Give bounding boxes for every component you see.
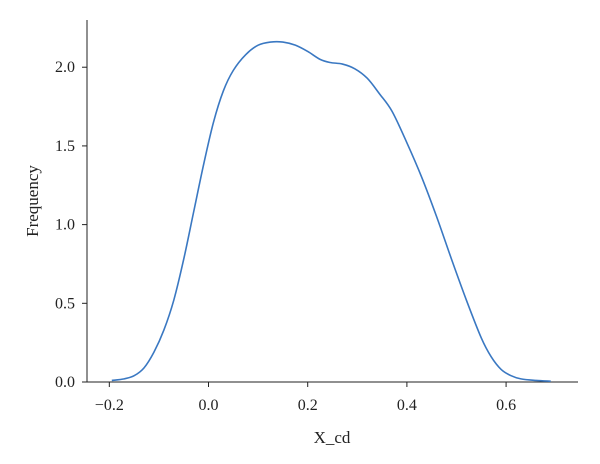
y-ticks: 0.0 0.5 1.0 1.5 2.0	[55, 59, 87, 391]
y-axis-label: Frequency	[23, 165, 42, 237]
density-curve	[111, 40, 551, 383]
x-tick-label: 0.4	[397, 397, 417, 414]
y-tick-label: 1.5	[55, 138, 75, 155]
x-tick-label: 0.6	[496, 397, 516, 414]
y-tick-label: 1.0	[55, 217, 75, 234]
y-tick-label: 2.0	[55, 59, 75, 76]
y-tick-label: 0.0	[55, 374, 75, 391]
x-tick-label: −0.2	[95, 397, 124, 414]
x-tick-label: 0.2	[298, 397, 318, 414]
y-tick-label: 0.5	[55, 295, 75, 312]
x-tick-label: 0.0	[199, 397, 219, 414]
x-ticks: −0.2 0.0 0.2 0.4 0.6	[95, 382, 516, 414]
x-axis-label: X_cd	[314, 428, 351, 447]
